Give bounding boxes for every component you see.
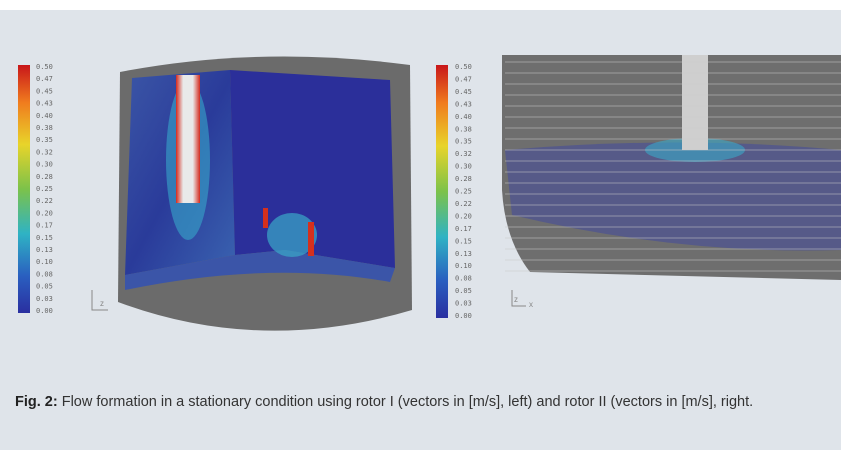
colorbar-label: 0.03 <box>36 295 53 303</box>
colorbar-label: 0.17 <box>36 222 53 230</box>
right-colorbar: 0.50 0.47 0.45 0.43 0.40 0.38 0.35 0.32 0.30 0.28… <box>436 63 472 320</box>
colorbar-label: 0.45 <box>455 88 472 96</box>
colorbar-label: 0.28 <box>36 173 53 181</box>
rotor-shaft <box>682 55 708 150</box>
rotor-shaft <box>176 75 200 203</box>
colorbar-label: 0.45 <box>36 87 53 95</box>
axis-label: z <box>514 295 518 304</box>
figure: 0.50 0.47 0.45 0.43 0.40 0.38 0.35 0.32 0.30 0.28… <box>0 10 841 450</box>
colorbar-label: 0.25 <box>36 185 53 193</box>
colorbar-label: 0.47 <box>455 75 472 83</box>
colorbar-label: 0.22 <box>36 197 53 205</box>
colorbar-label: 0.00 <box>36 307 53 315</box>
colorbar-label: 0.15 <box>455 237 472 245</box>
colorbar-label: 0.32 <box>455 150 472 158</box>
colorbar-label: 0.38 <box>455 125 472 133</box>
colorbar-label: 0.32 <box>36 148 53 156</box>
right-render: z x <box>502 55 841 309</box>
colorbar-label: 0.10 <box>36 258 53 266</box>
colorbar-label: 0.13 <box>455 250 472 258</box>
colorbar-label: 0.08 <box>455 275 472 283</box>
colorbar-label: 0.35 <box>36 136 53 144</box>
left-render: z <box>92 56 412 330</box>
colorbar-label: 0.30 <box>455 163 472 171</box>
axis-label: z <box>100 299 104 308</box>
colorbar-label: 0.43 <box>455 100 472 108</box>
colorbar-label: 0.05 <box>455 287 472 295</box>
colorbar-scale <box>436 65 448 318</box>
rotor-blade <box>308 222 314 256</box>
colorbar-label: 0.35 <box>455 138 472 146</box>
caption-label: Fig. 2: <box>15 394 58 410</box>
colorbar-label: 0.50 <box>36 63 53 71</box>
colorbar-label: 0.10 <box>455 262 472 270</box>
colorbar-label: 0.47 <box>36 75 53 83</box>
colorbar-label: 0.15 <box>36 234 53 242</box>
colorbar-label: 0.08 <box>36 270 53 278</box>
colorbar-label: 0.30 <box>36 161 53 169</box>
colorbar-label: 0.13 <box>36 246 53 254</box>
colorbar-label: 0.50 <box>455 63 472 71</box>
colorbar-label: 0.40 <box>455 113 472 121</box>
colorbar-label: 0.25 <box>455 188 472 196</box>
colorbar-label: 0.00 <box>455 312 472 320</box>
rotor-blade <box>263 208 268 228</box>
colorbar-label: 0.05 <box>36 283 53 291</box>
caption-text: Flow formation in a stationary condition… <box>58 394 753 410</box>
colorbar-scale <box>18 65 30 313</box>
caption: Fig. 2: Flow formation in a stationary c… <box>15 388 755 417</box>
page: 0.50 0.47 0.45 0.43 0.40 0.38 0.35 0.32 0.30 0.28… <box>0 0 841 450</box>
colorbar-label: 0.43 <box>36 100 53 108</box>
colorbar-label: 0.40 <box>36 112 53 120</box>
colorbar-label: 0.03 <box>455 300 472 308</box>
colorbar-label: 0.22 <box>455 200 472 208</box>
axis-label: x <box>529 300 533 309</box>
colorbar-label: 0.20 <box>36 209 53 217</box>
colorbar-label: 0.17 <box>455 225 472 233</box>
colorbar-label: 0.38 <box>36 124 53 132</box>
colorbar-label: 0.20 <box>455 212 472 220</box>
left-colorbar: 0.50 0.47 0.45 0.43 0.40 0.38 0.35 0.32 0.30 0.28… <box>18 63 53 315</box>
figure-images: 0.50 0.47 0.45 0.43 0.40 0.38 0.35 0.32 0.30 0.28… <box>0 10 841 370</box>
colorbar-label: 0.28 <box>455 175 472 183</box>
